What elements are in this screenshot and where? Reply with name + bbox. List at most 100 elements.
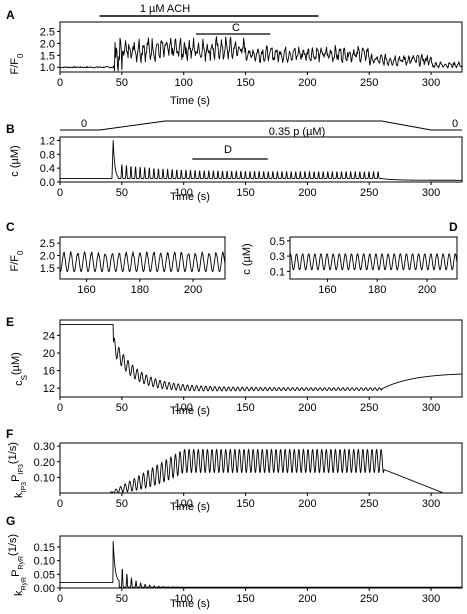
- x-tick-label: 160: [77, 284, 95, 296]
- series-line-b: [59, 140, 463, 181]
- y-tick-label: 0.0: [40, 177, 55, 189]
- ylabel-f-mid: P: [10, 475, 22, 482]
- panel-label-b: B: [6, 122, 15, 136]
- y-tick-label: 2.5: [40, 27, 55, 39]
- x-tick-label: 100: [175, 77, 193, 89]
- ylabel-b: c (µM): [9, 145, 21, 176]
- x-tick-label: 250: [360, 498, 378, 510]
- ylabel-f-sub: IP3: [21, 482, 28, 493]
- stimulus-profile: [60, 120, 462, 131]
- y-tick-label: 0.8: [40, 149, 55, 161]
- xlabel-a: Time (s): [170, 95, 210, 107]
- ylabel-g-mid: P: [10, 570, 22, 577]
- x-tick-label: 0: [57, 593, 63, 605]
- panel-label-f: F: [6, 427, 13, 441]
- ylabel-f-sub2: IP3: [18, 464, 25, 475]
- y-tick-label: 12: [43, 383, 55, 395]
- y-tick-label: 0.15: [34, 542, 55, 554]
- y-tick-label: 1.2: [40, 135, 55, 147]
- x-tick-label: 250: [360, 593, 378, 605]
- ylabel-c: F/F0: [9, 250, 25, 272]
- svg-text:kRyRPRyR(1/s): kRyRPRyR(1/s): [7, 534, 28, 596]
- panel-g: G kRyRPRyR(1/s) Time (s) 0 50 100 150 200 250…: [6, 514, 463, 610]
- stim-label-start: 0: [81, 118, 87, 130]
- ylabel-e: cS(µM): [10, 352, 29, 386]
- y-tick-label: 0.00: [34, 583, 55, 595]
- ylabel-g-suffix: (1/s): [7, 534, 19, 556]
- x-tick-label: 50: [116, 187, 128, 199]
- ylabel-g-sub: RyR: [21, 577, 28, 591]
- y-tick-label: 0.20: [34, 457, 55, 469]
- ylabel-d: c (µM): [241, 243, 253, 274]
- ylabel-g: kRyRPRyR(1/s): [7, 534, 28, 596]
- x-tick-label: 50: [116, 593, 128, 605]
- y-tick-label: 0.05: [34, 569, 55, 581]
- svg-text:F/F0: F/F0: [9, 250, 25, 272]
- x-tick-label: 200: [298, 77, 316, 89]
- plot-frame-b: [59, 136, 463, 183]
- x-tick-label: 150: [236, 593, 254, 605]
- y-tick-label: 1.0: [40, 62, 55, 74]
- xlabel-f: Time (s): [170, 501, 210, 513]
- x-tick-label: 100: [175, 593, 193, 605]
- ylabel-a-sub: 0: [16, 53, 25, 58]
- plot-frame-c: [59, 236, 226, 280]
- x-tick-label: 200: [418, 284, 436, 296]
- panel-e: E cS(µM) Time (s) 0 50 100 150 200 250 300 12 16…: [6, 315, 463, 417]
- panel-label-d: D: [449, 220, 458, 234]
- x-tick-label: 0: [57, 498, 63, 510]
- x-tick-label: 200: [298, 593, 316, 605]
- x-tick-label: 0: [57, 187, 63, 199]
- stim-label-end: 0: [452, 118, 458, 130]
- x-tick-label: 300: [422, 498, 440, 510]
- x-tick-label: 300: [422, 187, 440, 199]
- y-tick-label: 2.0: [40, 38, 55, 50]
- d-window-label: D: [224, 144, 232, 156]
- ylabel-g-main: k: [13, 590, 25, 596]
- ylabel-e-suffix: (µM): [10, 352, 22, 375]
- ylabel-c-sub: 0: [16, 250, 25, 255]
- ylabel-f-main: k: [13, 492, 25, 498]
- series-line-c: [59, 251, 226, 273]
- panel-label-g: G: [6, 514, 15, 528]
- panel-label-a: A: [6, 8, 15, 22]
- x-tick-label: 180: [131, 284, 149, 296]
- x-tick-label: 50: [116, 402, 128, 414]
- x-tick-label: 300: [422, 77, 440, 89]
- plot-frame-g: [59, 535, 463, 589]
- panel-f: F kIP3PIP3(1/s) Time (s) 0 50 100 150 200 250…: [6, 427, 463, 513]
- plot-frame-d: [289, 236, 458, 280]
- y-tick-label: 20: [43, 348, 55, 360]
- x-tick-label: 250: [360, 77, 378, 89]
- x-tick-label: 200: [184, 284, 202, 296]
- y-tick-label: 2.5: [40, 238, 55, 250]
- x-tick-label: 180: [368, 284, 386, 296]
- svg-text:cS(µM): cS(µM): [10, 352, 29, 386]
- series-line-f: [59, 448, 462, 494]
- y-tick-label: 16: [43, 366, 55, 378]
- ylabel-f-suffix: (1/s): [7, 442, 19, 464]
- x-tick-label: 150: [236, 187, 254, 199]
- x-tick-label: 300: [422, 593, 440, 605]
- y-tick-label: 0.5: [270, 236, 285, 248]
- x-tick-label: 50: [116, 498, 128, 510]
- x-tick-label: 50: [116, 77, 128, 89]
- plot-frame-f: [59, 442, 463, 494]
- x-tick-label: 100: [175, 402, 193, 414]
- x-tick-label: 100: [175, 498, 193, 510]
- x-tick-label: 160: [318, 284, 336, 296]
- x-tick-label: 0: [57, 77, 63, 89]
- stim-label-plateau: 0.35 p (µM): [269, 126, 325, 138]
- panel-d: D c (µM) 160 180 200 0.1 0.3 0.5: [241, 220, 458, 296]
- y-tick-label: 24: [43, 330, 55, 342]
- y-tick-label: 0.1: [270, 266, 285, 278]
- x-tick-label: 150: [236, 498, 254, 510]
- ylabel-f: kIP3PIP3(1/s): [7, 442, 28, 498]
- plot-frame-e: [59, 319, 463, 398]
- ylabel-a-main: F/F: [9, 58, 21, 75]
- x-tick-label: 0: [57, 402, 63, 414]
- x-tick-label: 250: [360, 187, 378, 199]
- svg-text:F/F0: F/F0: [9, 53, 25, 75]
- ylabel-e-main: c: [13, 380, 25, 386]
